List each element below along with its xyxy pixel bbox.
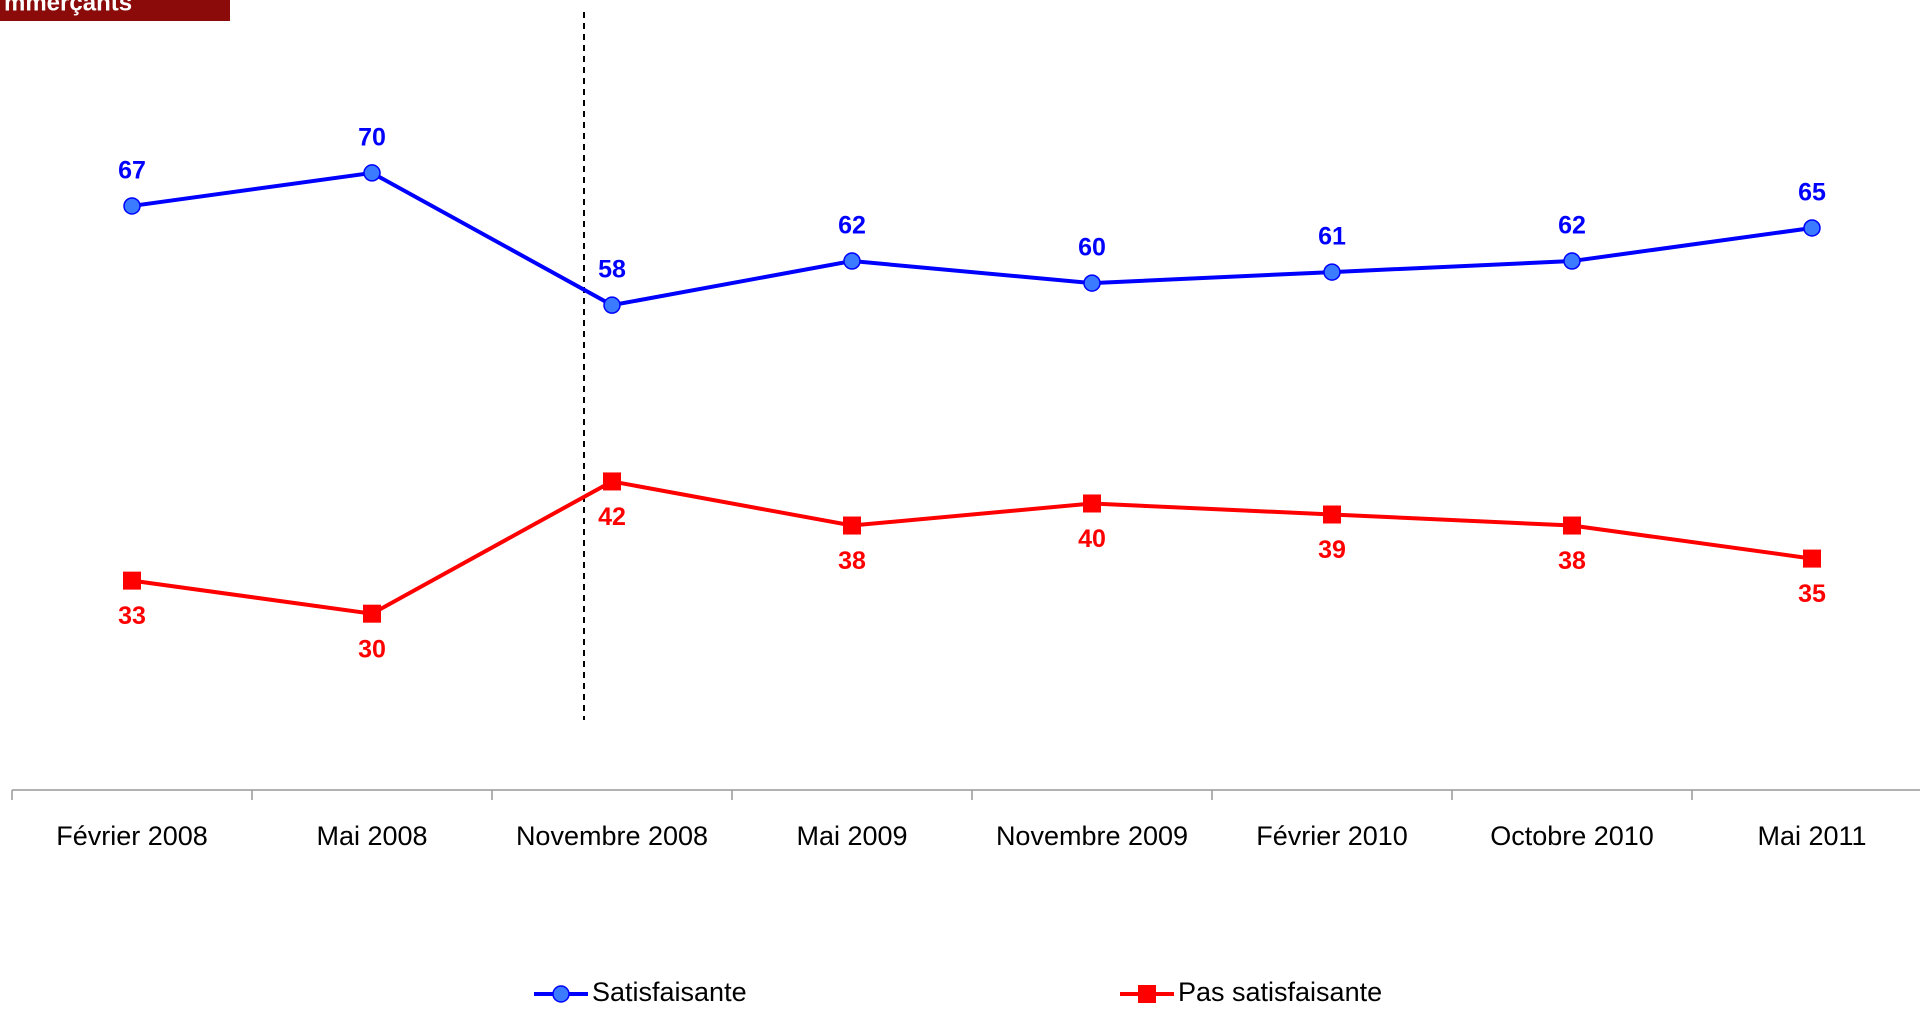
data-point bbox=[1563, 252, 1581, 270]
data-label: 33 bbox=[118, 602, 146, 630]
legend-label: Pas satisfaisante bbox=[1178, 977, 1382, 1007]
data-point bbox=[123, 197, 141, 215]
data-label: 42 bbox=[598, 503, 626, 531]
data-point bbox=[843, 516, 861, 535]
data-label: 35 bbox=[1798, 580, 1826, 608]
series-line bbox=[131, 479, 1813, 616]
x-tick-label: Février 2008 bbox=[56, 821, 208, 851]
data-label: 60 bbox=[1078, 234, 1106, 262]
x-tick-label: Février 2010 bbox=[1256, 821, 1408, 851]
x-tick-label: Octobre 2010 bbox=[1490, 821, 1654, 851]
x-tick-label: Mai 2009 bbox=[796, 821, 907, 851]
data-point bbox=[1563, 516, 1581, 535]
data-point bbox=[1083, 494, 1101, 513]
data-label: 30 bbox=[358, 635, 386, 663]
x-tick-label: Novembre 2009 bbox=[996, 821, 1188, 851]
data-point bbox=[1803, 219, 1821, 237]
data-label: 70 bbox=[358, 124, 386, 152]
data-point bbox=[123, 571, 141, 590]
data-label: 61 bbox=[1318, 223, 1346, 251]
title: mmerçants bbox=[4, 0, 132, 16]
data-point bbox=[1323, 505, 1341, 524]
data-point bbox=[603, 472, 621, 491]
data-point bbox=[843, 252, 861, 270]
data-point bbox=[1803, 549, 1821, 568]
data-label: 38 bbox=[838, 547, 866, 575]
data-label: 38 bbox=[1558, 547, 1586, 575]
data-label: 62 bbox=[838, 212, 866, 240]
legend-marker bbox=[1138, 985, 1156, 1003]
data-label: 40 bbox=[1078, 525, 1106, 553]
data-label: 65 bbox=[1798, 179, 1826, 207]
x-tick-label: Mai 2011 bbox=[1757, 821, 1866, 851]
x-tick-label: Mai 2008 bbox=[316, 821, 427, 851]
data-label: 58 bbox=[598, 256, 626, 284]
data-label: 67 bbox=[118, 157, 146, 185]
data-label: 62 bbox=[1558, 212, 1586, 240]
data-point bbox=[363, 604, 381, 623]
data-label: 39 bbox=[1318, 536, 1346, 564]
data-point bbox=[1083, 274, 1101, 292]
legend-label: Satisfaisante bbox=[592, 977, 747, 1007]
data-point bbox=[363, 164, 381, 182]
data-point bbox=[603, 296, 621, 314]
series-line bbox=[131, 170, 1813, 308]
legend-marker bbox=[552, 985, 570, 1003]
x-tick-label: Novembre 2008 bbox=[516, 821, 708, 851]
data-point bbox=[1323, 263, 1341, 281]
title-box bbox=[0, 0, 230, 21]
